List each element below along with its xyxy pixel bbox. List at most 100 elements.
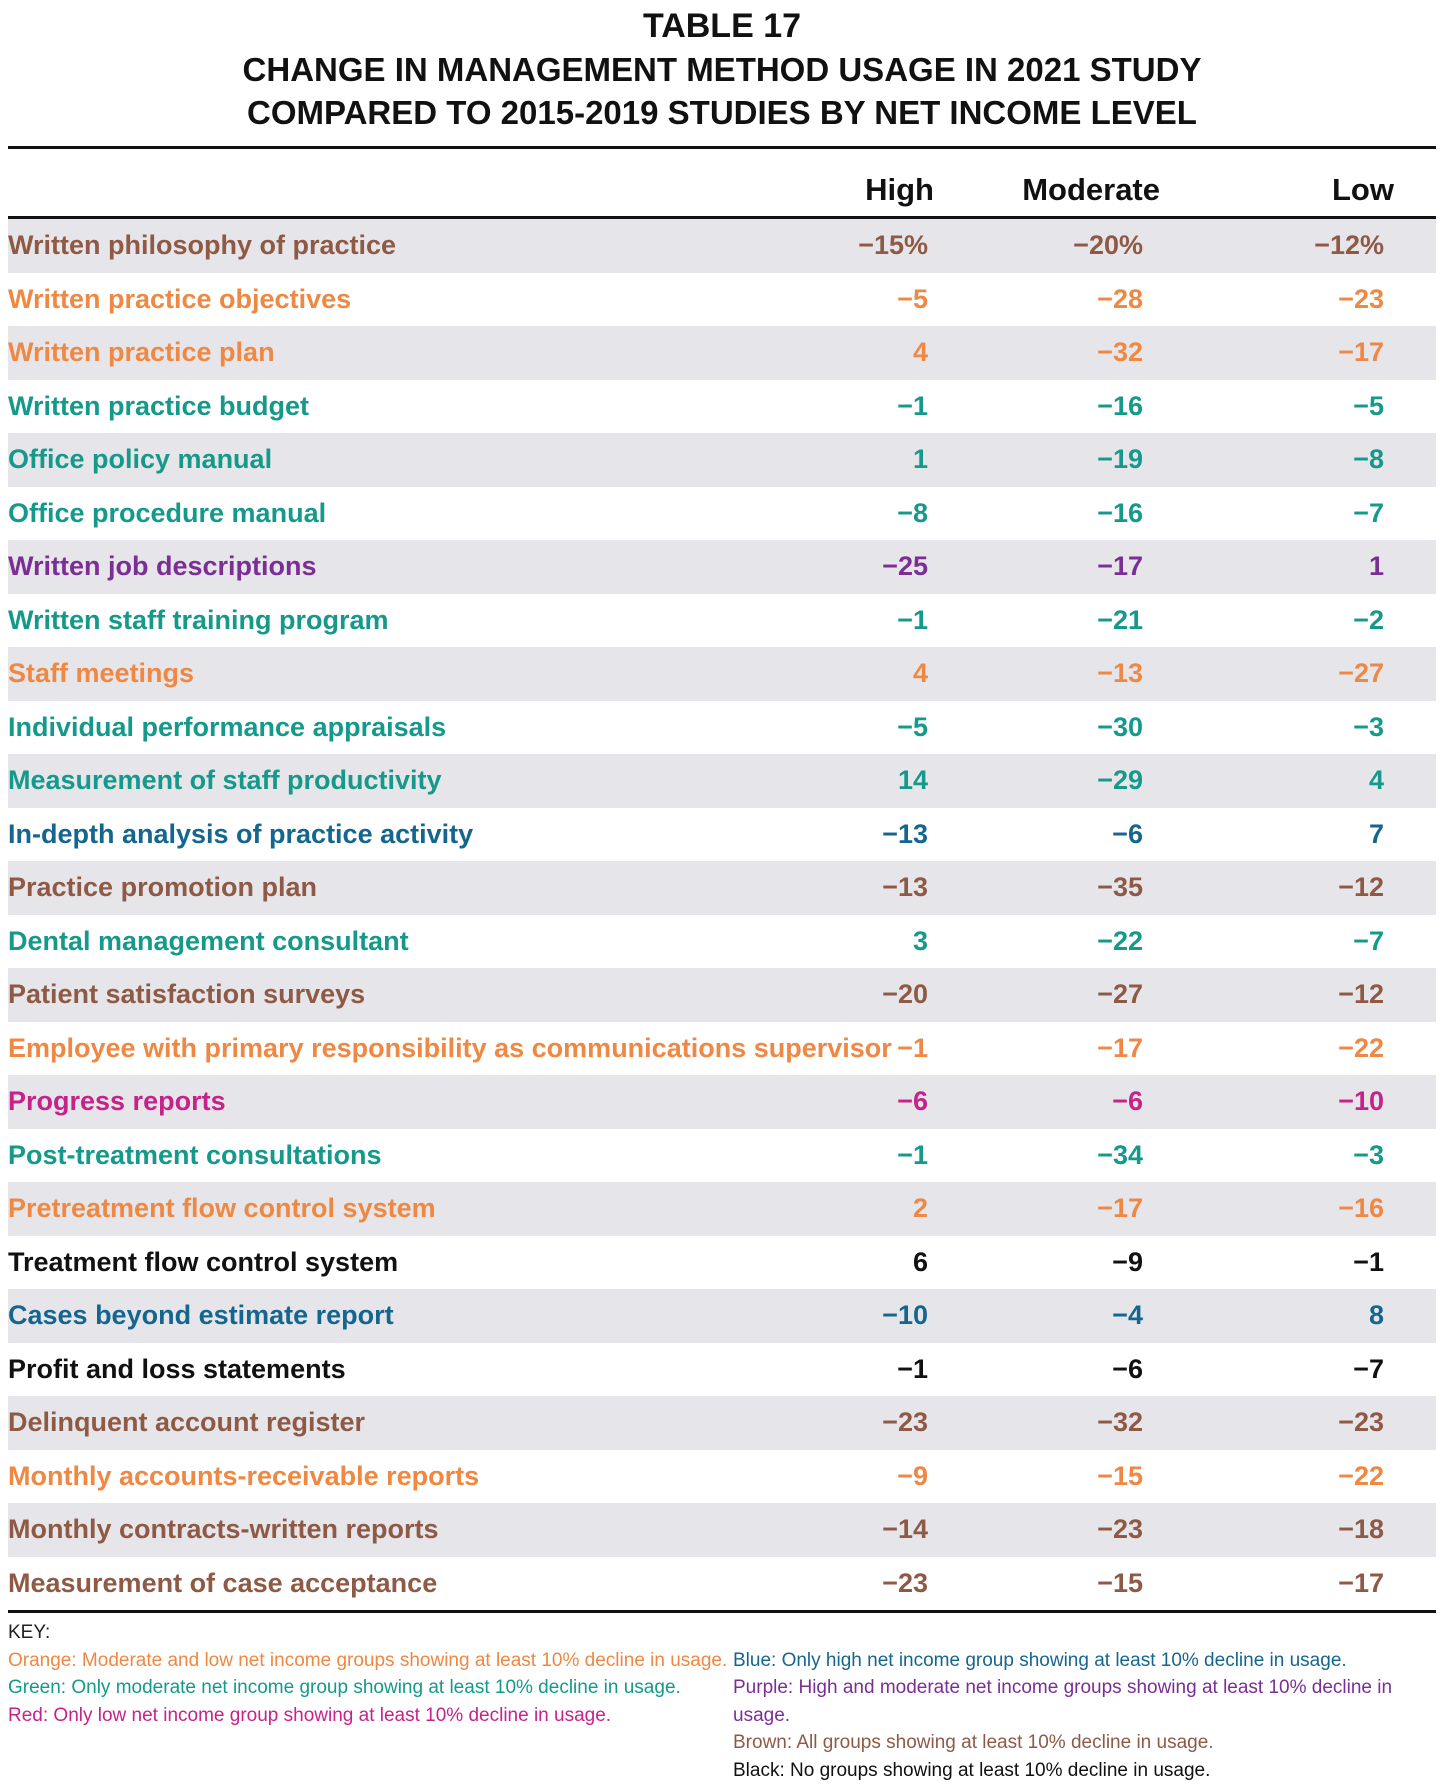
row-label: Individual performance appraisals	[8, 701, 830, 755]
value-high: −13	[830, 808, 954, 862]
value-moderate: −28	[954, 273, 1195, 327]
value-low: −3	[1195, 701, 1436, 755]
header-blank	[8, 149, 830, 218]
value-low: −8	[1195, 433, 1436, 487]
value-low: −12%	[1195, 218, 1436, 273]
value-high: 4	[830, 326, 954, 380]
value-low: −7	[1195, 1343, 1436, 1397]
table-row: Progress reports−6−6−10	[8, 1075, 1436, 1129]
key-item-brown: Brown: All groups showing at least 10% d…	[733, 1729, 1433, 1757]
value-high: 14	[830, 754, 954, 808]
table-row: Written practice budget−1−16−5	[8, 380, 1436, 434]
header-row: High Moderate Low	[8, 149, 1436, 218]
row-label: Staff meetings	[8, 647, 830, 701]
table-row: Office procedure manual−8−16−7	[8, 487, 1436, 541]
value-high: 6	[830, 1236, 954, 1290]
value-low: −1	[1195, 1236, 1436, 1290]
value-high: −23	[830, 1396, 954, 1450]
value-low: −7	[1195, 487, 1436, 541]
table-row: Practice promotion plan−13−35−12	[8, 861, 1436, 915]
value-low: −16	[1195, 1182, 1436, 1236]
table-row: Monthly accounts-receivable reports−9−15…	[8, 1450, 1436, 1504]
value-high: −13	[830, 861, 954, 915]
table-row: Patient satisfaction surveys−20−27−12	[8, 968, 1436, 1022]
title-line-2: CHANGE IN MANAGEMENT METHOD USAGE IN 202…	[8, 48, 1436, 91]
value-moderate: −22	[954, 915, 1195, 969]
value-high: −9	[830, 1450, 954, 1504]
value-low: −7	[1195, 915, 1436, 969]
row-label: Written staff training program	[8, 594, 830, 648]
row-label: Measurement of case acceptance	[8, 1557, 830, 1611]
table-row: Profit and loss statements−1−6−7	[8, 1343, 1436, 1397]
value-low: −23	[1195, 1396, 1436, 1450]
table-row: In-depth analysis of practice activity−1…	[8, 808, 1436, 862]
value-moderate: −4	[954, 1289, 1195, 1343]
value-high: −1	[830, 1129, 954, 1183]
row-label: Patient satisfaction surveys	[8, 968, 830, 1022]
row-label: Profit and loss statements	[8, 1343, 830, 1397]
value-high: −23	[830, 1557, 954, 1611]
row-label: Written practice objectives	[8, 273, 830, 327]
key-item-purple: Purple: High and moderate net income gro…	[733, 1674, 1433, 1729]
value-low: −22	[1195, 1022, 1436, 1076]
value-low: 7	[1195, 808, 1436, 862]
value-high: −1	[830, 1343, 954, 1397]
color-key: KEY: Orange: Moderate and low net income…	[8, 1619, 1436, 1784]
key-heading: KEY:	[8, 1619, 1436, 1647]
row-label: Progress reports	[8, 1075, 830, 1129]
value-high: −1	[830, 594, 954, 648]
value-high: −5	[830, 701, 954, 755]
value-moderate: −21	[954, 594, 1195, 648]
value-high: 2	[830, 1182, 954, 1236]
value-moderate: −35	[954, 861, 1195, 915]
value-low: −3	[1195, 1129, 1436, 1183]
row-label: Written job descriptions	[8, 540, 830, 594]
value-moderate: −6	[954, 1075, 1195, 1129]
row-label: Written philosophy of practice	[8, 218, 830, 273]
value-moderate: −32	[954, 1396, 1195, 1450]
value-low: 4	[1195, 754, 1436, 808]
value-moderate: −9	[954, 1236, 1195, 1290]
key-right-column: Blue: Only high net income group showing…	[733, 1647, 1433, 1784]
value-low: −22	[1195, 1450, 1436, 1504]
table-row: Written philosophy of practice−15%−20%−1…	[8, 218, 1436, 273]
value-low: −17	[1195, 1557, 1436, 1611]
value-moderate: −34	[954, 1129, 1195, 1183]
key-item-red: Red: Only low net income group showing a…	[8, 1702, 733, 1730]
value-high: −10	[830, 1289, 954, 1343]
value-moderate: −6	[954, 1343, 1195, 1397]
key-item-green: Green: Only moderate net income group sh…	[8, 1674, 733, 1702]
row-label: Office policy manual	[8, 433, 830, 487]
value-moderate: −29	[954, 754, 1195, 808]
row-label: Dental management consultant	[8, 915, 830, 969]
value-low: −12	[1195, 861, 1436, 915]
value-moderate: −19	[954, 433, 1195, 487]
table-row: Written practice objectives−5−28−23	[8, 273, 1436, 327]
header-high: High	[830, 149, 954, 218]
table-row: Written staff training program−1−21−2	[8, 594, 1436, 648]
key-item-blue: Blue: Only high net income group showing…	[733, 1647, 1433, 1675]
key-item-orange: Orange: Moderate and low net income grou…	[8, 1647, 733, 1675]
table-row: Measurement of case acceptance−23−15−17	[8, 1557, 1436, 1611]
table-title: TABLE 17 CHANGE IN MANAGEMENT METHOD USA…	[8, 4, 1436, 134]
value-low: −10	[1195, 1075, 1436, 1129]
value-low: 1	[1195, 540, 1436, 594]
row-label: Employee with primary responsibility as …	[8, 1022, 830, 1076]
row-label: Pretreatment flow control system	[8, 1182, 830, 1236]
row-label: Written practice plan	[8, 326, 830, 380]
value-high: 1	[830, 433, 954, 487]
header-low: Low	[1195, 149, 1436, 218]
row-label: In-depth analysis of practice activity	[8, 808, 830, 862]
value-low: 8	[1195, 1289, 1436, 1343]
table-document: TABLE 17 CHANGE IN MANAGEMENT METHOD USA…	[8, 0, 1436, 1784]
title-line-3: COMPARED TO 2015-2019 STUDIES BY NET INC…	[8, 91, 1436, 134]
table-body: Written philosophy of practice−15%−20%−1…	[8, 218, 1436, 1611]
data-table: High Moderate Low Written philosophy of …	[8, 149, 1436, 1610]
value-low: −23	[1195, 273, 1436, 327]
value-moderate: −6	[954, 808, 1195, 862]
